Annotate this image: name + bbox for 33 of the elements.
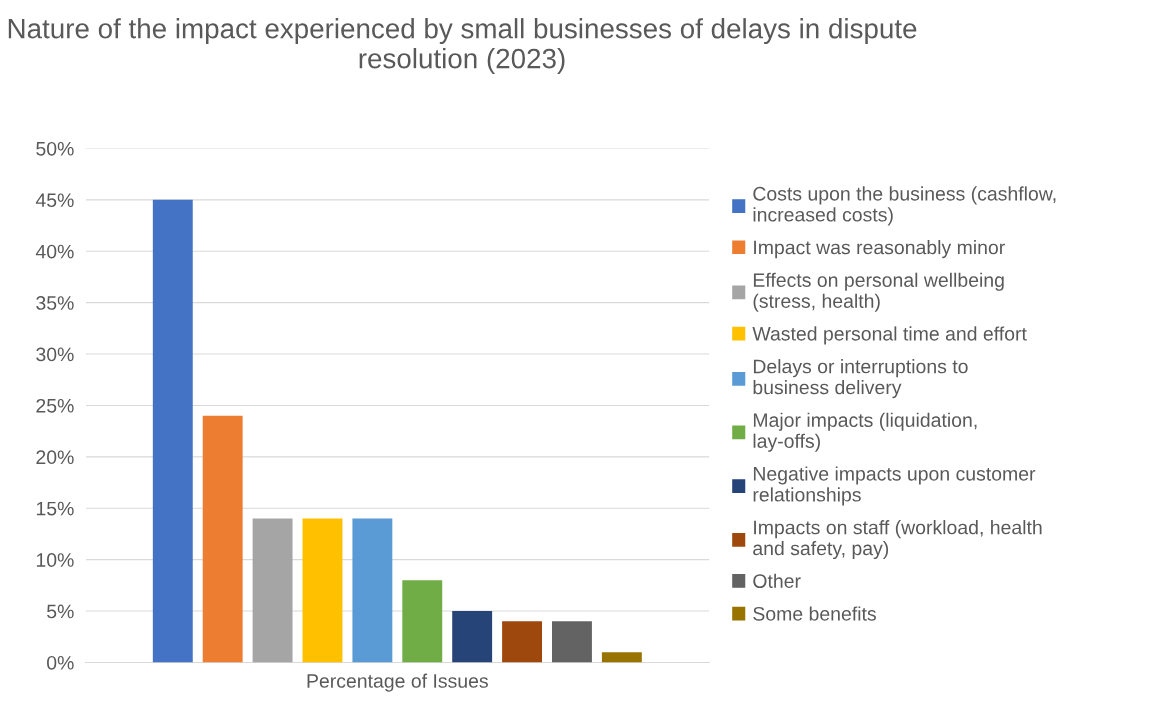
legend-label: Delays or interruptions to business delivery (753, 359, 968, 399)
legend-label: Impact was reasonably minor (754, 240, 1005, 259)
bar (552, 621, 592, 663)
bar (152, 199, 193, 663)
legend-label: Major impacts (liquidation, lay-offs) (753, 412, 977, 452)
y-tick-label: 40% (35, 244, 74, 259)
x-tick-label: Percentage of Issues (307, 673, 488, 692)
legend-label: Wasted personal time and effort (752, 326, 1027, 345)
y-tick-label: 25% (36, 398, 74, 413)
bar (202, 415, 243, 663)
y-tick-label: 5% (47, 604, 74, 619)
legend-label: Negative impacts upon customer relationships (753, 466, 1036, 506)
y-tick-label: 0% (47, 655, 74, 670)
y-tick-label: 45% (35, 193, 74, 208)
chart-title: Nature of the impact experienced by small businesses of delays in dispute resolution (2023) (8, 18, 917, 74)
legend-label: Other (753, 573, 801, 588)
legend-label: Some benefits (753, 606, 876, 621)
y-tick-label: 50% (36, 141, 74, 156)
legend-label: Costs upon the business (cashflow, increased costs) (753, 186, 1056, 226)
y-tick-label: 10% (36, 553, 74, 567)
bar (352, 518, 393, 663)
bar (302, 518, 343, 663)
bar (252, 518, 293, 663)
legend-label: Effects on personal wellbeing (stress, health) (753, 272, 1004, 312)
bar (402, 580, 443, 663)
legend-label: Impacts on staff (workload, health and safety, pay) (753, 520, 1042, 560)
y-tick-label: 35% (36, 296, 74, 310)
bar (502, 621, 543, 663)
bar (601, 652, 642, 663)
y-tick-label: 30% (36, 347, 74, 362)
y-tick-label: 20% (36, 450, 74, 465)
y-tick-label: 15% (36, 501, 74, 516)
bar (452, 611, 493, 663)
